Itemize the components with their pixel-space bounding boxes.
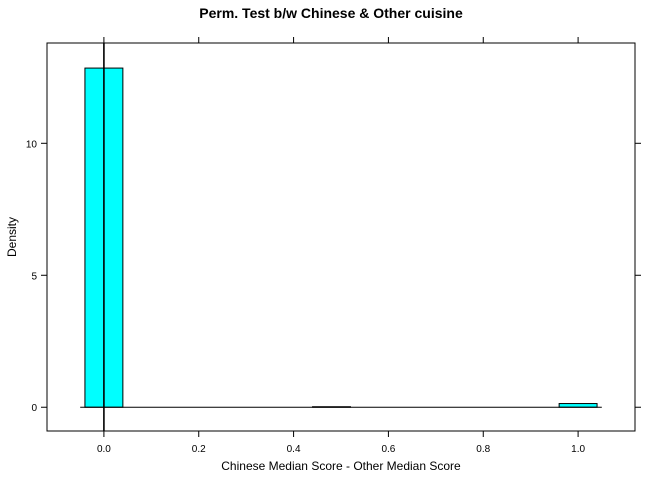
y-tick-label: 10 (26, 139, 38, 150)
y-tick-label: 0 (31, 403, 37, 414)
x-tick-label: 0.2 (192, 444, 206, 455)
plot-frame (46, 42, 636, 432)
x-tick-label: 0.0 (97, 444, 111, 455)
chart-title: Perm. Test b/w Chinese & Other cuisine (199, 5, 463, 21)
histogram-bar-13 (558, 403, 598, 408)
y-tick-label: 5 (31, 271, 37, 282)
x-tick-label: 0.4 (287, 444, 301, 455)
x-axis: 0.0 0.2 0.4 0.6 0.8 1.0 (97, 37, 585, 455)
x-tick-label: 0.8 (476, 444, 490, 455)
bars-group (84, 67, 598, 408)
y-axis: 0 5 10 (26, 139, 641, 414)
x-tick-label: 0.6 (381, 444, 395, 455)
x-tick-label: 1.0 (571, 444, 585, 455)
x-axis-label: Chinese Median Score - Other Median Scor… (221, 459, 461, 473)
y-axis-label: Density (5, 217, 19, 257)
